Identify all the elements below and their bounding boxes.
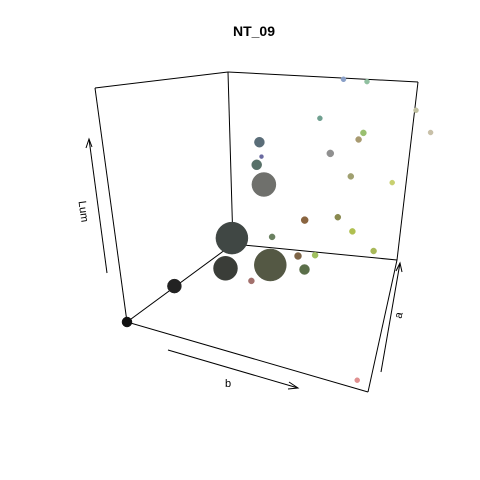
data-point bbox=[268, 233, 276, 241]
data-point bbox=[317, 115, 323, 122]
data-point bbox=[340, 76, 347, 83]
z-axis-arrowhead bbox=[85, 137, 93, 149]
data-point bbox=[370, 247, 377, 255]
data-point bbox=[326, 149, 335, 158]
data-point bbox=[355, 136, 362, 143]
data-point bbox=[300, 216, 309, 224]
data-point bbox=[215, 221, 249, 255]
y-axis-arrow bbox=[380, 262, 401, 373]
box-edge bbox=[367, 259, 398, 393]
data-point bbox=[254, 248, 287, 282]
data-point bbox=[347, 173, 355, 180]
box-edge bbox=[126, 321, 369, 393]
data-point bbox=[248, 277, 255, 285]
data-point bbox=[389, 179, 395, 186]
data-point bbox=[334, 213, 342, 221]
data-point bbox=[251, 159, 262, 171]
data-point bbox=[294, 252, 302, 260]
z-axis-label: Lum bbox=[76, 200, 91, 223]
data-point bbox=[121, 316, 133, 328]
box-edges bbox=[94, 71, 419, 393]
box-edge bbox=[227, 71, 419, 83]
data-point bbox=[354, 377, 360, 383]
x-axis-arrow bbox=[167, 349, 299, 389]
data-point bbox=[251, 172, 277, 197]
y-axis-arrowhead bbox=[395, 261, 403, 273]
data-point bbox=[413, 107, 419, 114]
data-point bbox=[360, 129, 367, 137]
chart-title: NT_09 bbox=[233, 23, 275, 39]
data-point bbox=[349, 228, 356, 235]
data-point bbox=[254, 136, 265, 148]
axis-arrows bbox=[85, 137, 403, 390]
data-point bbox=[427, 129, 434, 136]
data-points bbox=[121, 76, 434, 383]
data-point bbox=[364, 78, 370, 85]
box-edge bbox=[94, 87, 128, 323]
data-point bbox=[311, 251, 319, 259]
y-axis-label: a bbox=[393, 310, 406, 319]
box-edge bbox=[94, 71, 229, 89]
x-axis-arrowhead bbox=[287, 381, 300, 390]
data-point bbox=[167, 278, 182, 294]
z-axis-arrow bbox=[88, 138, 108, 274]
data-point bbox=[299, 264, 310, 275]
x-axis-label: b bbox=[225, 378, 231, 390]
data-point bbox=[213, 256, 238, 281]
box-edge bbox=[227, 71, 234, 245]
data-point bbox=[259, 154, 264, 159]
